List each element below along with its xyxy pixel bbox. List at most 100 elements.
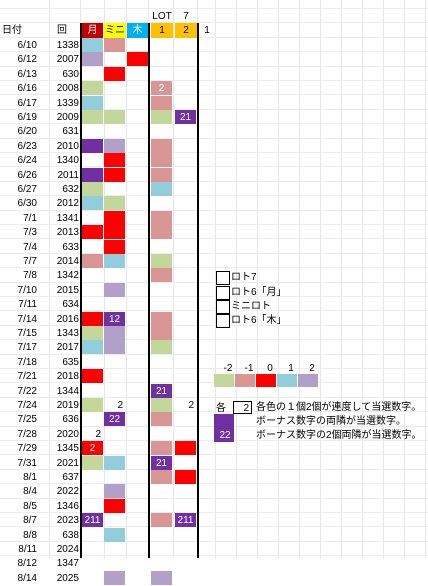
- grid-hline: [0, 238, 428, 239]
- separator-left: [80, 23, 82, 558]
- result-cell: [151, 312, 172, 326]
- note-line2: ボーナス数字の両隣が当選数字。: [256, 416, 406, 427]
- grid-hline: [0, 555, 428, 556]
- row-round: 2007: [56, 54, 79, 65]
- row-round: 634: [62, 299, 79, 310]
- grid-hline: [0, 224, 428, 225]
- row-round: 1346: [56, 501, 79, 512]
- result-cell: [104, 67, 125, 81]
- result-cell: 2: [117, 400, 123, 411]
- result-cell: [104, 211, 125, 225]
- row-round: 2014: [56, 256, 79, 267]
- result-cell: [104, 499, 125, 513]
- extra-header: 1: [204, 25, 210, 36]
- grid-hline: [0, 51, 428, 52]
- result-cell: [82, 456, 103, 470]
- result-cell: 211: [175, 513, 196, 527]
- scale-swatch-1: [277, 374, 297, 387]
- result-cell: [82, 38, 103, 52]
- grid-vline: [126, 0, 127, 558]
- row-date: 7/14: [17, 314, 37, 325]
- scale-swatch-m2: [214, 374, 234, 387]
- row-date: 8/8: [23, 530, 37, 541]
- result-cell: [175, 470, 196, 484]
- result-cell: [151, 326, 172, 340]
- legend-label-loto7: ロト7: [231, 272, 257, 283]
- result-cell: [151, 513, 172, 527]
- grid-vline: [104, 0, 105, 558]
- row-round: 631: [62, 126, 79, 137]
- column-header-tsuki: 月: [82, 23, 103, 38]
- row-round: 2018: [56, 371, 79, 382]
- scale-swatch-0: [256, 374, 276, 387]
- date-column-header: 日付: [2, 25, 22, 36]
- row-round: 632: [62, 184, 79, 195]
- result-cell: [82, 81, 103, 95]
- result-cell: [104, 254, 125, 268]
- grid-vline: [236, 0, 237, 558]
- result-cell: [104, 168, 125, 182]
- grid-hline: [0, 138, 428, 139]
- result-cell: [151, 110, 172, 124]
- grid-vline: [215, 0, 216, 558]
- grid-hline: [0, 210, 428, 211]
- row-round: 1340: [56, 155, 79, 166]
- result-cell: 2: [82, 441, 103, 455]
- result-cell: [151, 211, 172, 225]
- result-cell: [104, 240, 125, 254]
- result-cell: [104, 283, 125, 297]
- grid-hline: [0, 80, 428, 81]
- result-cell: [151, 441, 172, 455]
- row-date: 6/12: [17, 54, 37, 65]
- result-cell: [104, 153, 125, 167]
- grid-hline: [0, 37, 428, 38]
- row-round: 2010: [56, 141, 79, 152]
- scale-label-1: 1: [288, 363, 294, 374]
- row-date: 8/5: [23, 501, 37, 512]
- grid-vline: [404, 0, 405, 558]
- grid-hline: [0, 454, 428, 455]
- result-cell: [82, 398, 103, 412]
- row-date: 8/7: [23, 515, 37, 526]
- grid-hline: [0, 469, 428, 470]
- legend-box-mini: [216, 300, 230, 314]
- row-date: 8/4: [23, 486, 37, 497]
- result-cell: [104, 528, 125, 542]
- row-date: 7/1: [23, 213, 37, 224]
- row-date: 8/12: [17, 558, 37, 569]
- row-date: 7/7: [23, 256, 37, 267]
- row-date: 6/13: [17, 69, 37, 80]
- grid-hline: [0, 512, 428, 513]
- result-cell: 2: [95, 429, 101, 440]
- grid-hline: [0, 282, 428, 283]
- grid-hline: [0, 181, 428, 182]
- row-round: 635: [62, 357, 79, 368]
- note-sample-box: 2: [233, 401, 252, 414]
- row-round: 1343: [56, 328, 79, 339]
- row-round: 2011: [57, 170, 79, 181]
- row-date: 7/15: [17, 328, 37, 339]
- result-cell: [175, 441, 196, 455]
- result-cell: 21: [175, 110, 196, 124]
- grid-hline: [0, 66, 428, 67]
- grid-vline: [320, 0, 321, 558]
- result-cell: [82, 369, 103, 383]
- row-date: 6/24: [17, 155, 37, 166]
- grid-hline: [0, 411, 428, 412]
- row-round: 2020: [56, 429, 79, 440]
- grid-hline: [0, 354, 428, 355]
- row-round: 630: [62, 69, 79, 80]
- row-date: 6/20: [17, 126, 37, 137]
- row-date: 6/16: [17, 83, 37, 94]
- grid-hline: [0, 166, 428, 167]
- grid-hline: [0, 152, 428, 153]
- grid-vline: [362, 0, 363, 558]
- row-date: 7/22: [17, 386, 37, 397]
- row-date: 7/29: [17, 443, 37, 454]
- result-cell: 22: [104, 412, 125, 426]
- row-date: 8/14: [17, 573, 37, 584]
- result-cell: [151, 225, 172, 239]
- row-round: 2019: [56, 400, 79, 411]
- result-cell: [127, 52, 148, 66]
